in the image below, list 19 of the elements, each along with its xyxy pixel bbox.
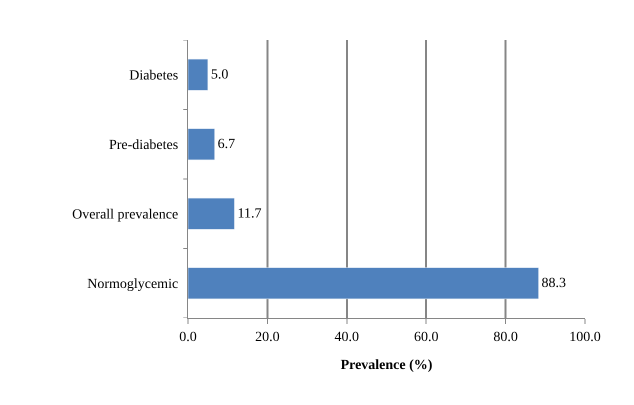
bar — [188, 267, 539, 300]
x-tick-label: 80.0 — [493, 330, 518, 345]
data-label: 5.0 — [210, 67, 228, 82]
x-tick-label: 0.0 — [179, 330, 197, 345]
bar — [188, 58, 208, 91]
y-tick-label: Normoglycemic — [87, 277, 178, 292]
y-tick-label: Overall prevalence — [72, 208, 178, 223]
x-tick-label: 60.0 — [414, 330, 438, 345]
x-tick-label: 20.0 — [255, 330, 280, 345]
data-label: 11.7 — [237, 206, 262, 222]
bar — [188, 198, 235, 230]
x-tick-label: 100.0 — [569, 330, 601, 345]
y-tick-label: Diabetes — [129, 68, 178, 84]
x-tick-label: 40.0 — [334, 330, 360, 345]
bar — [188, 128, 215, 160]
x-axis-title: Prevalence (%) — [340, 358, 433, 374]
data-label: 88.3 — [542, 276, 566, 291]
y-tick-label: Pre-diabetes — [108, 138, 178, 154]
data-label: 6.7 — [218, 136, 236, 152]
